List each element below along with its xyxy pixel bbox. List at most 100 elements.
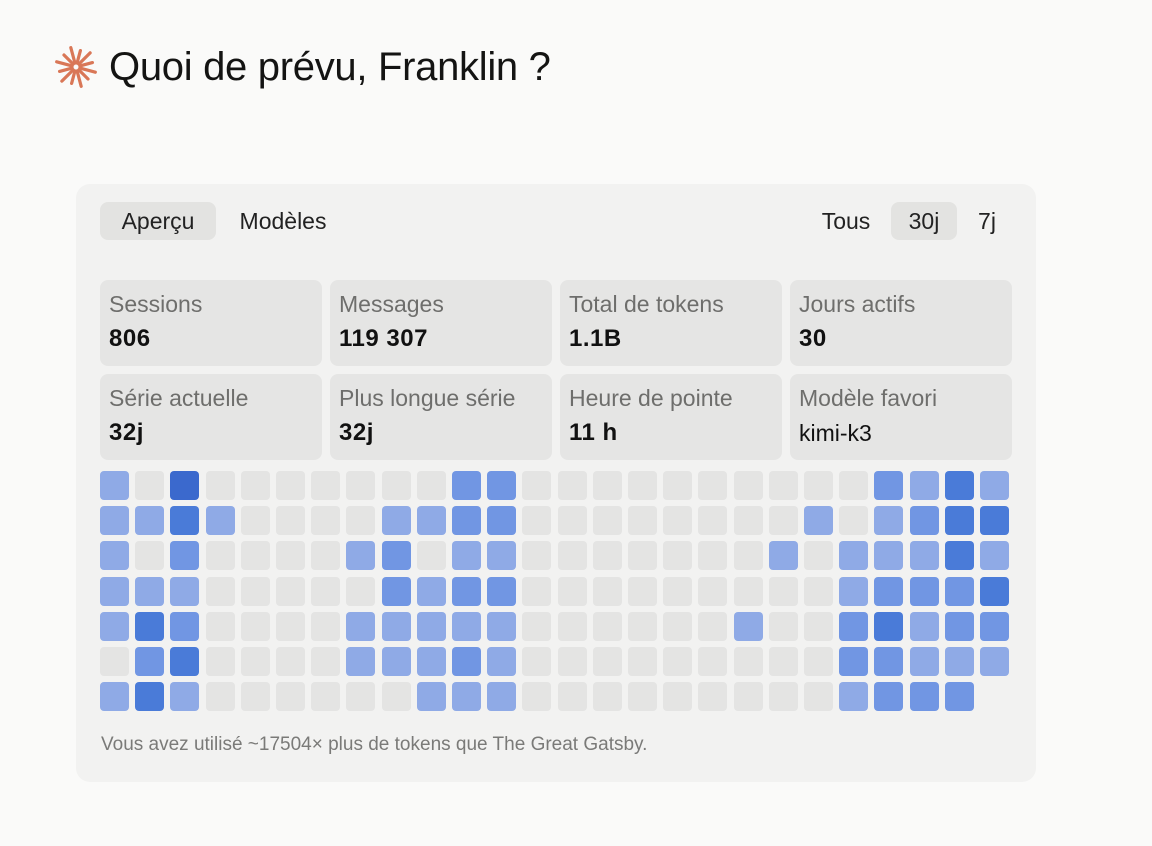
range-tab-7j[interactable]: 7j — [978, 208, 996, 234]
heatmap-cell — [381, 576, 411, 606]
stat-card-sessions: Sessions 806 — [100, 280, 322, 366]
heatmap-cell — [240, 471, 270, 500]
usage-stats-panel: Aperçu Modèles Tous 30j 7j Sessions 806 … — [76, 184, 1036, 782]
heatmap-cell — [100, 506, 129, 536]
heatmap-cell — [874, 541, 904, 571]
heatmap-cell — [839, 576, 869, 606]
heatmap-cell — [980, 506, 1009, 536]
heatmap-cell — [768, 506, 798, 536]
heatmap-cell — [100, 611, 129, 641]
heatmap-cell — [522, 506, 552, 536]
heatmap-cell — [663, 682, 693, 712]
heatmap-cell — [768, 576, 798, 606]
range-tab-30j[interactable]: 30j — [891, 202, 957, 240]
heatmap-cell — [804, 647, 833, 676]
heatmap-cell — [522, 576, 552, 606]
heatmap-cell — [240, 541, 270, 571]
tab-apercu[interactable]: Aperçu — [100, 202, 216, 240]
heatmap-cell — [628, 611, 657, 641]
heatmap-cell — [733, 611, 763, 641]
stat-label: Jours actifs — [799, 291, 916, 317]
heatmap-cell — [944, 682, 974, 712]
heatmap-cell — [135, 682, 165, 712]
heatmap-cell — [698, 682, 728, 712]
heatmap-cell — [804, 506, 833, 536]
heatmap-cell — [276, 506, 305, 536]
stat-value: 32j — [339, 419, 374, 446]
stat-value: 30 — [799, 325, 827, 352]
heatmap-cell — [311, 576, 341, 606]
heatmap-cell — [839, 682, 869, 712]
heatmap-cell — [205, 471, 235, 500]
greeting-header: Quoi de prévu, Franklin ? — [53, 42, 551, 92]
stat-label: Modèle favori — [799, 385, 938, 411]
heatmap-cell — [980, 541, 1009, 571]
heatmap-cell — [804, 682, 833, 712]
heatmap-cell — [487, 541, 517, 571]
heatmap-cell — [135, 611, 165, 641]
heatmap-cell — [874, 576, 904, 606]
heatmap-cell — [346, 506, 376, 536]
heatmap-cell — [522, 611, 552, 641]
heatmap-cell — [346, 682, 376, 712]
heatmap-cell — [416, 611, 446, 641]
heatmap-cell — [452, 647, 481, 676]
stat-value: 1.1B — [569, 325, 622, 352]
heatmap-cell — [698, 506, 728, 536]
stat-card-messages: Messages 119 307 — [330, 280, 552, 366]
heatmap-cell — [944, 506, 974, 536]
stat-card-longest-streak: Plus longue série 32j — [330, 374, 552, 460]
heatmap-cell — [381, 611, 411, 641]
heatmap-cell — [381, 647, 411, 676]
sparkle-ray — [62, 53, 75, 66]
heatmap-cell — [804, 541, 833, 571]
stat-card-total-tokens: Total de tokens 1.1B — [560, 280, 782, 366]
sparkle-ray — [55, 60, 74, 68]
sparkle-ray — [78, 60, 95, 68]
stat-label: Sessions — [109, 291, 203, 317]
heatmap-cell — [698, 611, 728, 641]
heatmap-cell — [276, 471, 305, 500]
heatmap-cell — [839, 541, 869, 571]
heatmap-cell — [909, 576, 939, 606]
tab-modeles[interactable]: Modèles — [239, 208, 327, 234]
heatmap-cell — [452, 682, 481, 712]
heatmap-cell — [311, 506, 341, 536]
heatmap-cell — [522, 682, 552, 712]
heatmap-cell — [170, 682, 200, 712]
greeting-title: Quoi de prévu, Franklin ? — [109, 44, 551, 89]
heatmap-cell — [909, 682, 939, 712]
heatmap-cell — [100, 647, 129, 676]
heatmap-cell — [663, 471, 693, 500]
heatmap-cell — [276, 647, 305, 676]
heatmap-cell — [874, 611, 904, 641]
stat-value: 119 307 — [339, 325, 428, 352]
heatmap-cell — [170, 541, 200, 571]
activity-heatmap — [100, 471, 1015, 716]
heatmap-cell — [452, 541, 481, 571]
heatmap-cell — [839, 647, 869, 676]
heatmap-cell — [416, 506, 446, 536]
heatmap-cell — [768, 471, 798, 500]
heatmap-cell — [205, 611, 235, 641]
heatmap-cell — [170, 647, 200, 676]
stat-value: 32j — [109, 419, 144, 446]
heatmap-cell — [487, 506, 517, 536]
heatmap-cell — [170, 506, 200, 536]
heatmap-cell — [592, 611, 622, 641]
heatmap-cell — [240, 682, 270, 712]
heatmap-cell — [487, 471, 517, 500]
heatmap-cell — [522, 541, 552, 571]
stat-label: Série actuelle — [109, 385, 249, 411]
usage-footnote: Vous avez utilisé ~17504× plus de tokens… — [101, 734, 648, 755]
heatmap-cell — [452, 506, 481, 536]
heatmap-cell — [381, 471, 411, 500]
heatmap-cell — [311, 682, 341, 712]
heatmap-cell — [628, 506, 657, 536]
heatmap-cell — [733, 471, 763, 500]
heatmap-cell — [874, 682, 904, 712]
heatmap-cell — [592, 541, 622, 571]
heatmap-cell — [311, 647, 341, 676]
range-tab-tous[interactable]: Tous — [821, 208, 871, 234]
heatmap-cell — [416, 576, 446, 606]
